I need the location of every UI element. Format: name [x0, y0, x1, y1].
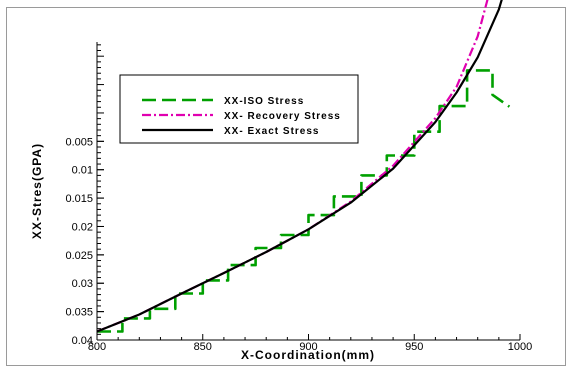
- x-axis-title: X-Coordination(mm): [241, 348, 375, 362]
- y-tick-label: 0.02: [72, 221, 93, 233]
- y-tick-label: 0.035: [65, 307, 93, 319]
- y-tick-label: 0.03: [72, 278, 93, 290]
- legend-label-2: XX- Exact Stress: [224, 126, 320, 137]
- chart-border: [6, 7, 566, 366]
- y-tick-label: 0.015: [65, 193, 93, 205]
- x-tick-label: 950: [405, 341, 423, 353]
- plot-area: [96, 0, 511, 333]
- x-tick-label: 800: [88, 341, 106, 353]
- x-ticks: 800 850 900 950 1000: [88, 334, 532, 353]
- x-tick-label: 900: [299, 341, 317, 353]
- legend: XX-ISO Stress XX- Recovery Stress XX- Exac…: [119, 74, 359, 144]
- y-tick-label: 0.025: [65, 250, 93, 262]
- x-tick-label: 850: [194, 341, 212, 353]
- y-tick-label: 0.005: [65, 136, 93, 148]
- y-tick-label: 0.04: [72, 335, 93, 347]
- y-tick-label: 0.01: [72, 165, 93, 177]
- y-axis-title: XX-Stres(GPA): [30, 143, 44, 239]
- series-line-2: [96, 0, 503, 333]
- legend-box: [119, 74, 359, 144]
- legend-label-1: XX- Recovery Stress: [224, 111, 341, 122]
- y-ticks: 0.005 0.01 0.015 0.02 0.025 0.03 0.035 0.04: [65, 44, 104, 347]
- x-tick-label: 1000: [508, 341, 532, 353]
- legend-label-0: XX-ISO Stress: [224, 96, 304, 107]
